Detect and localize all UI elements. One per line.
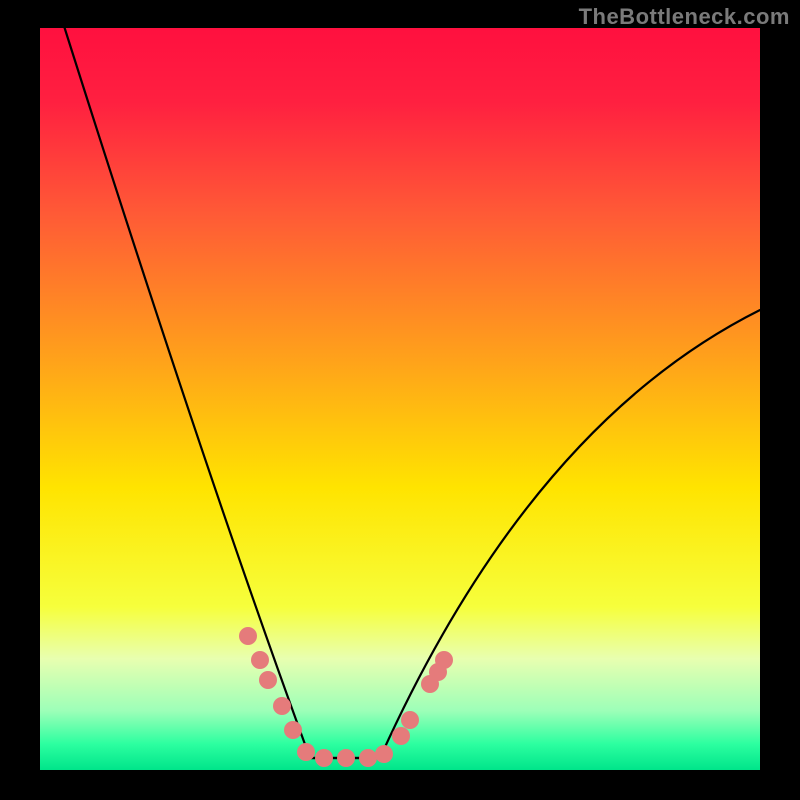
marker-point <box>251 651 269 669</box>
marker-point <box>375 745 393 763</box>
marker-point <box>259 671 277 689</box>
marker-point <box>284 721 302 739</box>
bottleneck-chart-svg <box>0 0 800 800</box>
watermark-text: TheBottleneck.com <box>579 4 790 30</box>
plot-background <box>40 28 760 770</box>
marker-point <box>239 627 257 645</box>
chart-canvas: TheBottleneck.com <box>0 0 800 800</box>
marker-point <box>359 749 377 767</box>
marker-point <box>337 749 355 767</box>
marker-point <box>392 727 410 745</box>
marker-point <box>297 743 315 761</box>
marker-point <box>401 711 419 729</box>
marker-point <box>435 651 453 669</box>
marker-point <box>273 697 291 715</box>
marker-point <box>315 749 333 767</box>
